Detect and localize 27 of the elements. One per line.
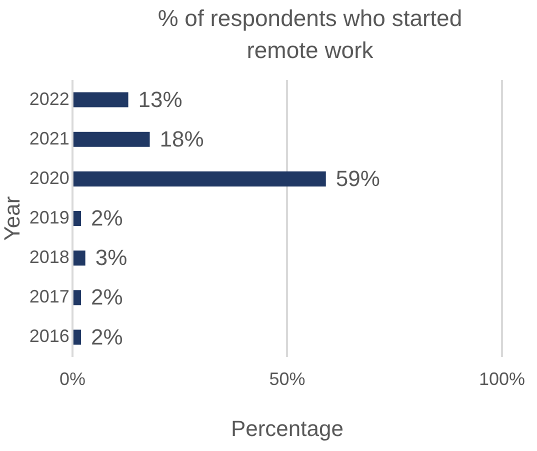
data-label: 2% [91,324,123,350]
x-tick-label: 50% [269,368,306,389]
y-tick-label: 2020 [29,168,70,188]
bar [73,171,326,186]
y-tick-label: 2019 [29,207,70,228]
bar [73,290,82,306]
x-tick-label: 0% [59,368,86,389]
x-axis-title: Percentage [230,416,344,441]
y-tick-label: 2021 [29,128,70,148]
y-axis-title: Year [0,196,24,241]
bar [73,132,150,147]
data-label: 2% [91,206,123,231]
bar [73,210,82,226]
bar [73,330,82,345]
y-tick-label: 2022 [29,88,70,109]
data-label: 18% [160,126,204,152]
chart-title: % of respondents who started remote work [156,4,464,65]
y-tick-label: 2017 [29,286,70,307]
data-label: 3% [95,245,128,270]
data-label: 59% [336,166,380,191]
bar [73,92,128,108]
y-tick-label: 2018 [29,247,70,268]
bar [73,250,86,266]
x-tick-label: 100% [478,368,526,389]
data-label: 2% [91,284,123,310]
data-label: 13% [138,86,182,112]
y-tick-label: 2016 [29,326,70,346]
